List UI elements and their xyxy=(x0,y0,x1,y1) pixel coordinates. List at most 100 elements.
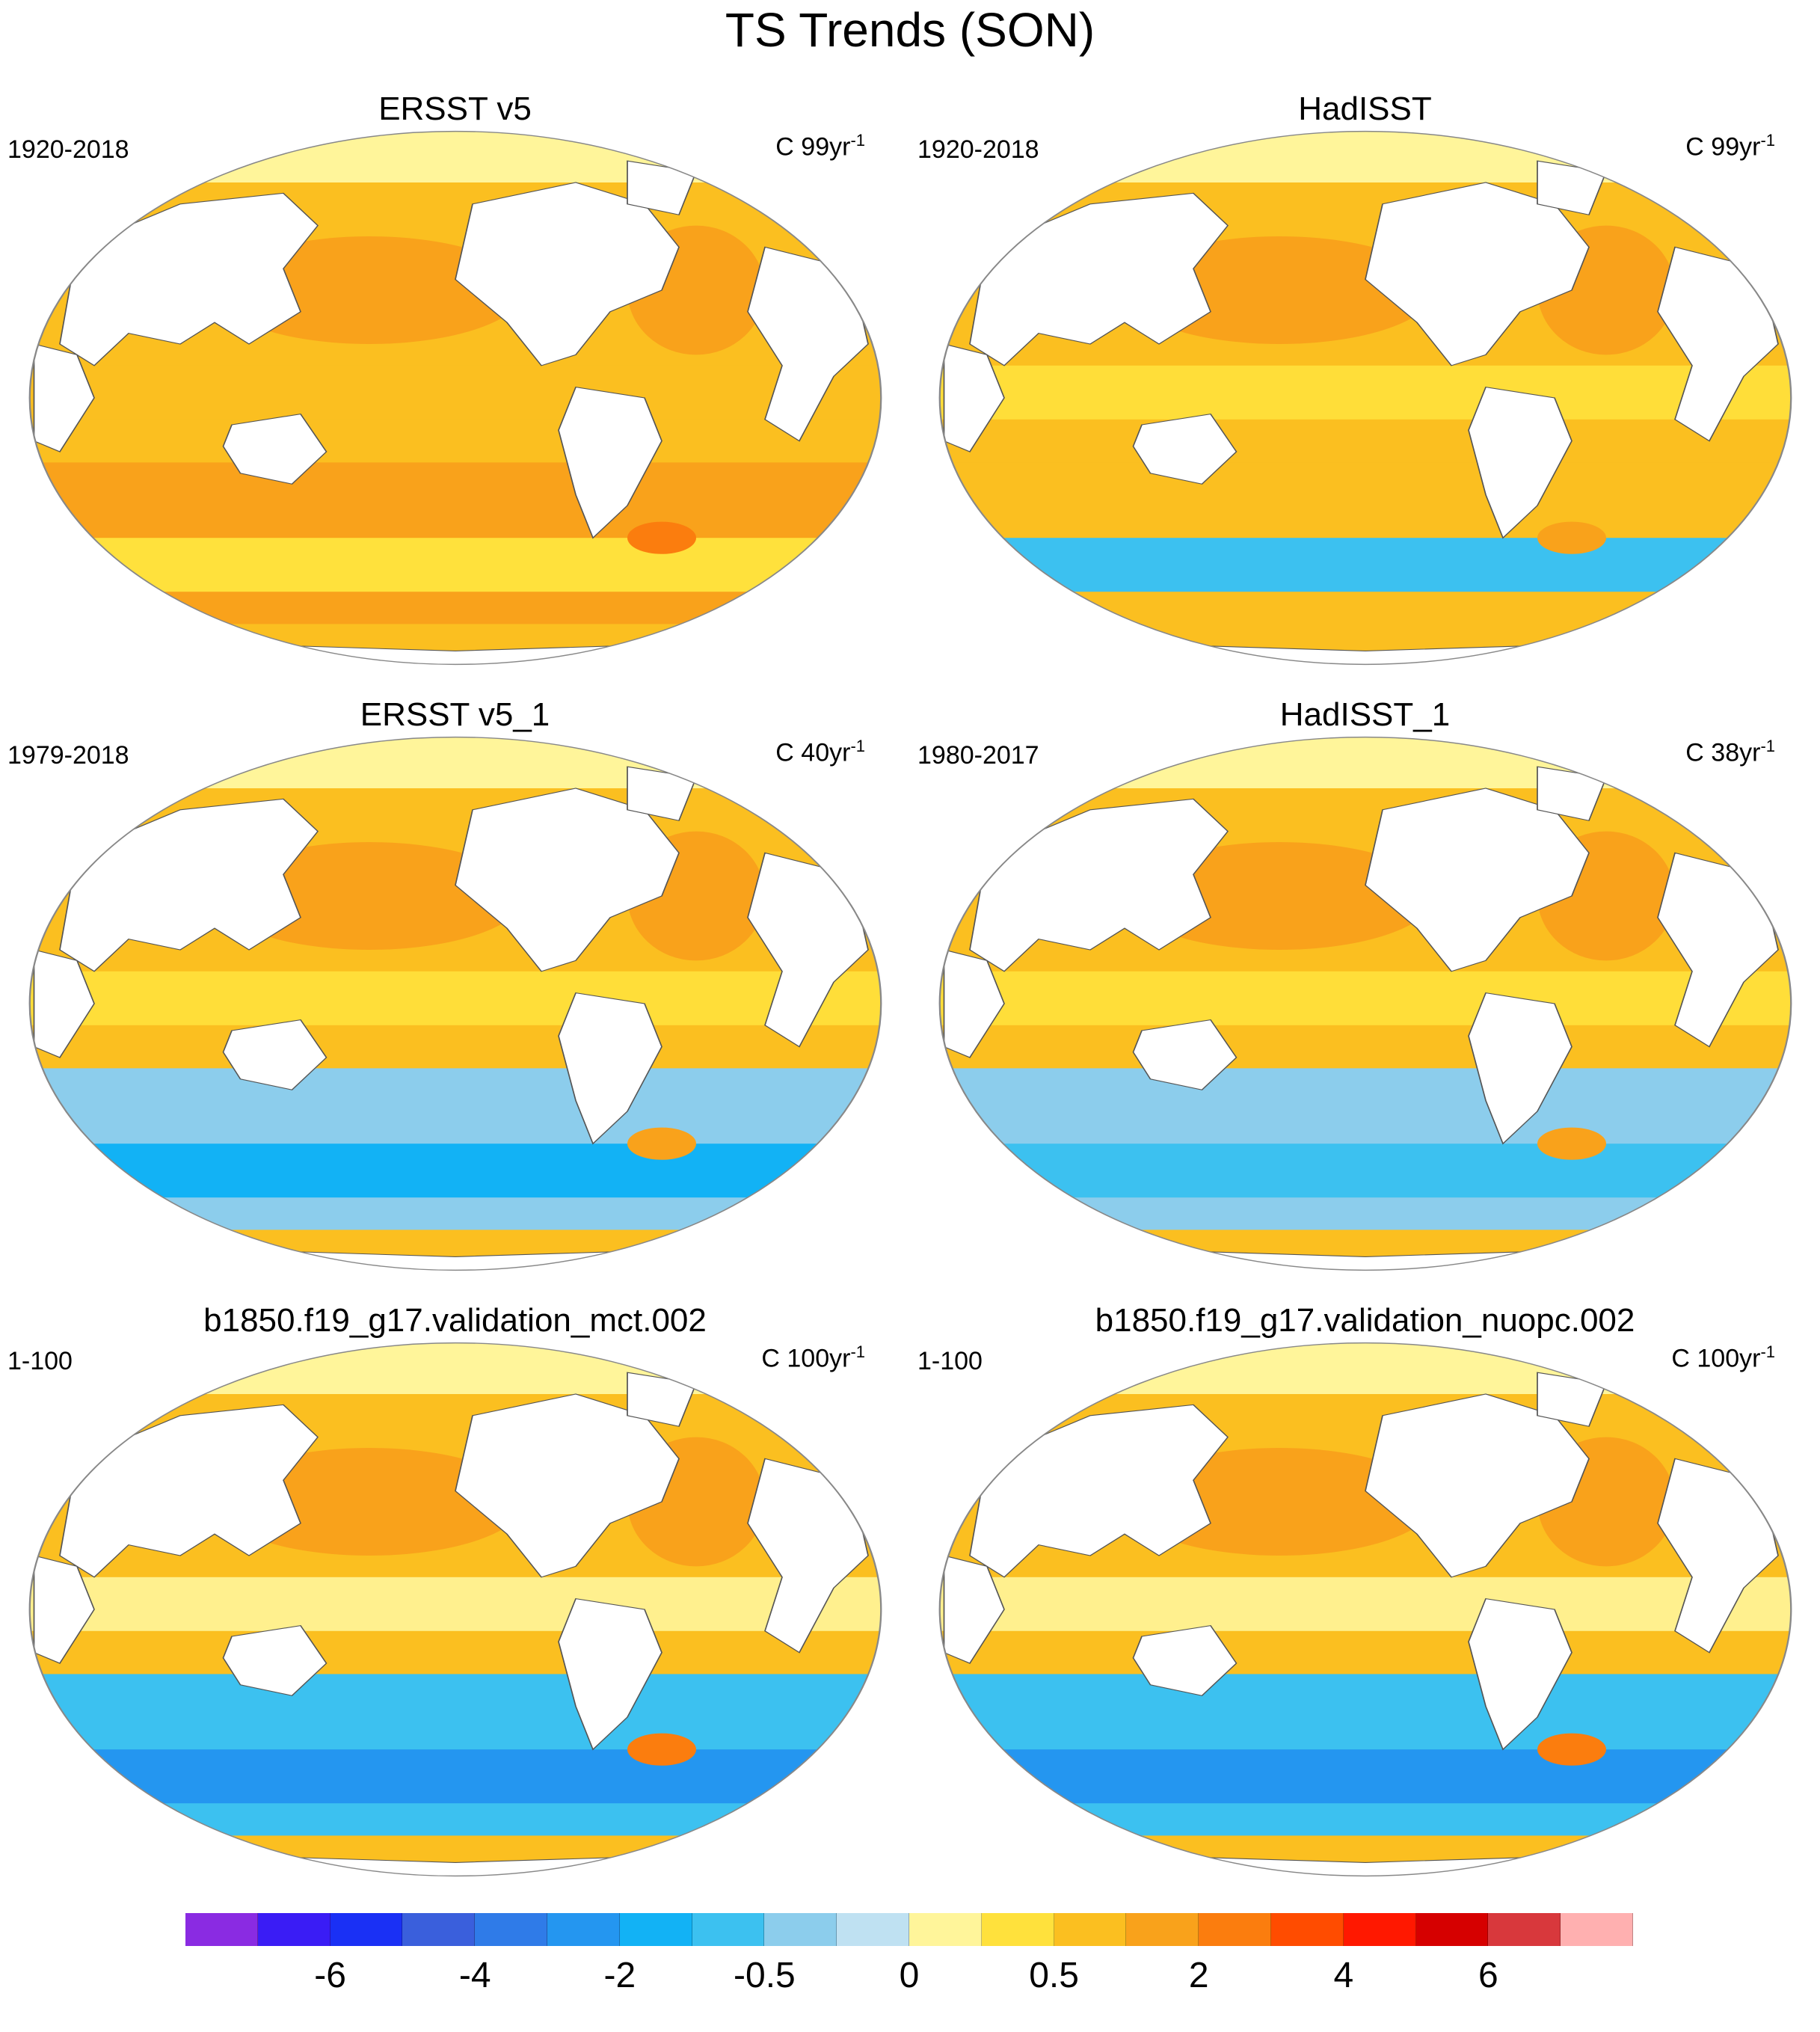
land-mass xyxy=(222,1019,328,1090)
colorbar-tick-label: 0 xyxy=(899,1956,920,1995)
south-atlantic-anomaly xyxy=(627,1733,696,1766)
colorbar-tick-label: 4 xyxy=(1333,1956,1354,1995)
land-mass xyxy=(943,1555,1005,1664)
map-panel: b1850.f19_g17.validation_mct.002 1-100 C 1… xyxy=(0,1212,910,1877)
land-mass xyxy=(33,949,95,1058)
land-mass xyxy=(558,1597,662,1751)
map-panel: b1850.f19_g17.validation_nuopc.002 1-100 C… xyxy=(910,1212,1820,1877)
land-mass xyxy=(969,192,1229,366)
figure-title: TS Trends (SON) xyxy=(725,3,1095,57)
land-mass xyxy=(1468,1597,1572,1751)
panel-units: C 100yr-1 xyxy=(1671,1342,1775,1373)
arctic-band xyxy=(29,737,882,788)
south-atlantic-anomaly xyxy=(1537,1733,1606,1766)
land-mass xyxy=(1365,788,1590,972)
panel-period: 1-100 xyxy=(7,1347,73,1375)
colorbar-swatch xyxy=(1343,1913,1416,1946)
land-mass xyxy=(969,1404,1229,1578)
panel-title: HadISST xyxy=(1298,90,1432,127)
land-mass xyxy=(1365,182,1590,366)
tropical-band xyxy=(29,365,882,420)
arctic-band xyxy=(29,131,882,182)
panel-title: b1850.f19_g17.validation_mct.002 xyxy=(203,1302,707,1339)
colorbar-tick-label: 6 xyxy=(1478,1956,1498,1995)
colorbar-swatch xyxy=(909,1913,982,1946)
panel-period: 1980-2017 xyxy=(917,741,1039,770)
panel-period: 1-100 xyxy=(917,1347,983,1375)
colorbar-tick-label: -2 xyxy=(603,1956,636,1995)
south-atlantic-anomaly xyxy=(1537,1127,1606,1160)
map-panel: HadISST_1 1980-2017 C 38yr-1 xyxy=(910,606,1820,1271)
tropical-band xyxy=(939,365,1792,420)
colorbar-swatch xyxy=(1415,1913,1489,1946)
trend-map xyxy=(938,1342,1792,1877)
colorbar-swatch xyxy=(1561,1913,1633,1946)
land-mass xyxy=(455,788,680,972)
tropical-band xyxy=(939,971,1792,1025)
south-atlantic-anomaly xyxy=(627,1127,696,1160)
trend-map xyxy=(938,736,1792,1271)
tropical-band xyxy=(29,1577,882,1631)
panel-title: b1850.f19_g17.validation_nuopc.002 xyxy=(1095,1302,1635,1339)
tropical-band xyxy=(29,971,882,1025)
land-mass xyxy=(558,386,662,539)
colorbar-swatch xyxy=(257,1913,331,1946)
land-mass xyxy=(1132,413,1238,485)
colorbar-swatch xyxy=(1270,1913,1344,1946)
arctic-band xyxy=(29,1342,882,1394)
arctic-band xyxy=(939,131,1792,182)
land-mass xyxy=(59,192,319,366)
colorbar-swatch xyxy=(692,1913,765,1946)
southern-band xyxy=(29,538,882,592)
land-mass xyxy=(943,343,1005,452)
colorbar-tick-label: 0.5 xyxy=(1029,1956,1079,1995)
colorbar-swatch xyxy=(1488,1913,1561,1946)
panel-units: C 38yr-1 xyxy=(1685,737,1775,767)
land-mass xyxy=(969,798,1229,972)
panel-units: C 99yr-1 xyxy=(1685,131,1775,162)
map-panel: ERSST v5_1 1979-2018 C 40yr-1 xyxy=(0,606,910,1271)
colorbar-swatch xyxy=(330,1913,403,1946)
colorbar-swatch xyxy=(837,1913,909,1946)
land-mass xyxy=(943,949,1005,1058)
land-mass xyxy=(455,182,680,366)
land-mass xyxy=(558,992,662,1145)
trend-map xyxy=(28,130,882,666)
land-mass xyxy=(455,1393,680,1578)
land-mass xyxy=(1468,992,1572,1145)
tropical-band xyxy=(939,1577,1792,1631)
south-atlantic-anomaly xyxy=(627,521,696,554)
land-mass xyxy=(1468,386,1572,539)
southern-band xyxy=(939,538,1792,592)
trend-map xyxy=(28,1342,882,1877)
land-mass xyxy=(1132,1624,1238,1696)
arctic-band xyxy=(939,737,1792,788)
southern-band xyxy=(29,1749,882,1804)
land-mass xyxy=(1132,1019,1238,1090)
southern-band xyxy=(29,1144,882,1198)
colorbar-labels: -6 -4 -2 -0.5 0 0.5 2 4 6 xyxy=(185,1953,1633,2006)
panel-title: ERSST v5 xyxy=(378,90,532,127)
panel-units: C 100yr-1 xyxy=(761,1342,865,1373)
colorbar xyxy=(185,1913,1633,1946)
southern-band xyxy=(939,1749,1792,1804)
land-mass xyxy=(59,1404,319,1578)
map-panel: ERSST v5 1920-2018 C 99yr-1 xyxy=(0,0,910,666)
panel-units: C 99yr-1 xyxy=(775,131,865,162)
colorbar-tick-label: -4 xyxy=(458,1956,491,1995)
land-mass xyxy=(59,798,319,972)
colorbar-swatch xyxy=(1126,1913,1199,1946)
land-mass xyxy=(222,413,328,485)
trend-map xyxy=(28,736,882,1271)
colorbar-tick-label: 2 xyxy=(1188,1956,1209,1995)
colorbar-swatch xyxy=(619,1913,692,1946)
trend-map xyxy=(938,130,1792,666)
panel-title: HadISST_1 xyxy=(1279,696,1451,733)
panel-units: C 40yr-1 xyxy=(775,737,865,767)
colorbar-swatch xyxy=(1199,1913,1271,1946)
colorbar-tick-label: -6 xyxy=(314,1956,346,1995)
colorbar-swatch xyxy=(1054,1913,1127,1946)
land-mass xyxy=(33,1555,95,1664)
colorbar-swatch xyxy=(981,1913,1054,1946)
land-mass xyxy=(1365,1393,1590,1578)
